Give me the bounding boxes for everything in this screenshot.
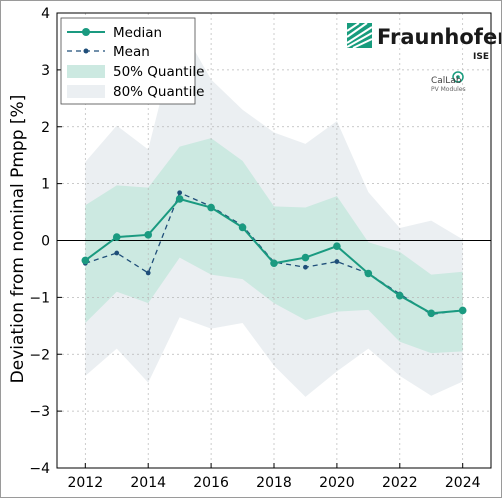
fraunhofer-logo-ise: ISE (473, 52, 489, 62)
mean-point-2014 (145, 270, 151, 276)
callab-label: CalLab (431, 76, 462, 86)
mean-point-2013 (114, 250, 120, 256)
legend-mean-label: Mean (113, 44, 150, 60)
median-point-2021 (364, 269, 373, 278)
median-point-2022 (395, 291, 404, 300)
fraunhofer-logo-text: Fraunhofer (377, 25, 501, 49)
x-tick-label-2018: 2018 (256, 475, 292, 491)
y-tick-label--4: −4 (29, 461, 50, 477)
legend-median-label: Median (113, 25, 162, 41)
legend-q50-swatch (67, 65, 105, 78)
y-tick-label--1: −1 (29, 290, 50, 306)
fraunhofer-logo: Fraunhofer ISE CalLab PV Modules (346, 22, 502, 93)
y-tick-label--2: −2 (29, 347, 50, 363)
median-point-2023 (427, 309, 436, 318)
median-point-2018 (270, 259, 278, 268)
legend-q50-label: 50% Quantile (113, 64, 204, 80)
median-point-2017 (238, 223, 247, 232)
y-axis-label: Deviation from nominal Pmpp [%] (8, 95, 28, 384)
legend-q80-label: 80% Quantile (113, 84, 204, 100)
y-tick-label-0: 0 (41, 234, 50, 250)
y-tick-label-2: 2 (41, 120, 50, 136)
x-tick-label-2014: 2014 (130, 475, 166, 491)
median-point-2012 (81, 256, 90, 265)
x-tick-label-2012: 2012 (67, 475, 103, 491)
median-point-2019 (301, 253, 310, 262)
series-lines (81, 190, 467, 318)
x-tick-label-2020: 2020 (319, 475, 355, 491)
median-point-2015 (175, 195, 184, 203)
legend-median-marker (82, 28, 90, 36)
callab-icon (452, 71, 464, 83)
y-tick-label-3: 3 (41, 63, 50, 79)
x-tick-label-2024: 2024 (445, 475, 481, 491)
mean-point-2019 (303, 264, 308, 270)
callab-sublabel: PV Modules (431, 86, 466, 93)
median-point-2014 (144, 231, 153, 239)
fraunhofer-logo-icon (346, 22, 373, 49)
x-tick-label-2022: 2022 (382, 475, 418, 491)
legend-mean-marker (83, 48, 89, 54)
median-point-2024 (458, 306, 467, 315)
legend-q80-swatch (67, 85, 105, 98)
x-tick-label-2016: 2016 (193, 475, 229, 491)
median-point-2020 (333, 242, 341, 250)
mean-point-2015 (177, 190, 183, 196)
y-tick-label--3: −3 (29, 404, 50, 420)
median-point-2016 (207, 203, 215, 212)
axes: 2012 2014 2016 2018 2020 2022 2024 −4 −3 −2 −1 0 1 2 3… (29, 6, 492, 491)
y-tick-label-1: 1 (41, 177, 50, 193)
median-point-2013 (112, 233, 121, 241)
legend: Median Mean 50% Quantile 80% Quantile (60, 17, 204, 105)
mean-point-2020 (334, 259, 340, 264)
y-tick-label-4: 4 (41, 6, 50, 22)
